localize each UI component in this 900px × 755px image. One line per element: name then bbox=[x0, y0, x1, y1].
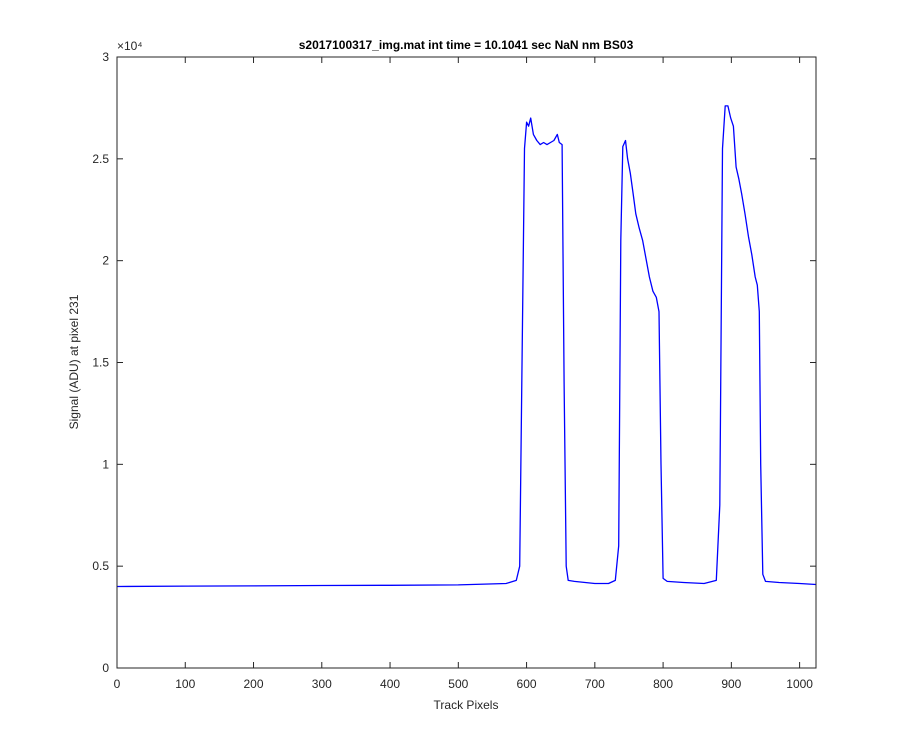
y-tick-label: 3 bbox=[102, 50, 109, 64]
y-tick-label: 1.5 bbox=[92, 356, 109, 370]
y-tick-label: 0.5 bbox=[92, 559, 109, 573]
x-tick-label: 100 bbox=[175, 677, 195, 691]
x-tick-label: 200 bbox=[244, 677, 264, 691]
x-tick-label: 600 bbox=[517, 677, 537, 691]
x-tick-label: 800 bbox=[653, 677, 673, 691]
y-tick-label: 0 bbox=[102, 661, 109, 675]
series-layer bbox=[116, 105, 817, 588]
y-axis-exponent-label: ×10⁴ bbox=[117, 39, 143, 53]
chart-title: s2017100317_img.mat int time = 10.1041 s… bbox=[299, 38, 634, 52]
y-tick-label: 2 bbox=[102, 254, 109, 268]
y-tick-label: 2.5 bbox=[92, 152, 109, 166]
x-tick-label: 400 bbox=[380, 677, 400, 691]
series-line-1 bbox=[116, 105, 817, 588]
axes-layer: 0 100 200 300 400 500 600 700 800 900 1000 0 0.5 1 1.5… bbox=[92, 50, 817, 691]
x-axis-label: Track Pixels bbox=[434, 698, 499, 712]
x-tick-label: 1000 bbox=[786, 677, 813, 691]
plot-area bbox=[117, 57, 816, 668]
y-tick-label: 1 bbox=[102, 457, 109, 471]
x-tick-label: 700 bbox=[585, 677, 605, 691]
x-tick-label: 300 bbox=[312, 677, 332, 691]
x-tick-label: 0 bbox=[114, 677, 121, 691]
x-tick-label: 500 bbox=[448, 677, 468, 691]
x-tick-label: 900 bbox=[721, 677, 741, 691]
y-axis-label: Signal (ADU) at pixel 231 bbox=[67, 294, 81, 429]
